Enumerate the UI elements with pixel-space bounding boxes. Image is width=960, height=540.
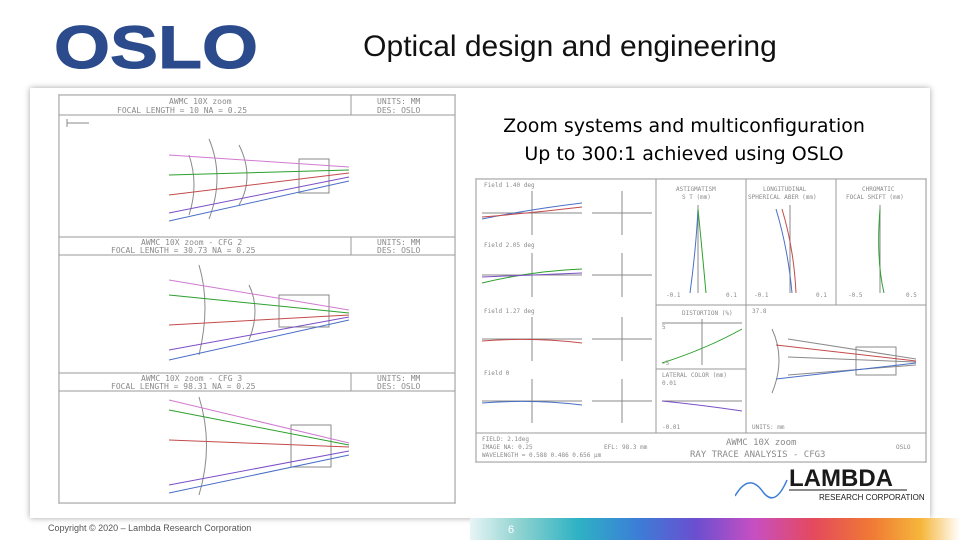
distortion-title: DISTORTION (%): [682, 310, 733, 317]
wave-icon: [735, 479, 788, 499]
dist-min-tick: -5: [662, 360, 670, 367]
analysis-subtitle: RAY TRACE ANALYSIS - CFG3: [690, 450, 825, 460]
analysis-brand: OSLO: [896, 444, 911, 451]
field-label-2: Field 2.05 deg: [484, 242, 535, 249]
footer-gradient-bar: [470, 518, 960, 540]
sph-max-tick: 0.1: [816, 292, 827, 299]
na-info: IMAGE NA: 0.25: [482, 444, 533, 451]
config-2-des: DES: OSLO: [377, 246, 421, 255]
config-1: AWMC 10X zoom FOCAL LENGTH = 10 NA = 0.2…: [58, 94, 456, 238]
caption-line-1: Zoom systems and multiconfiguration: [503, 115, 865, 137]
astig-min-tick: -0.1: [666, 292, 681, 299]
dist-max-tick: 5: [662, 324, 666, 331]
config-1-focal: FOCAL LENGTH = 10 NA = 0.25: [117, 106, 247, 115]
content-card: AWMC 10X zoom FOCAL LENGTH = 10 NA = 0.2…: [30, 88, 930, 518]
wavelength-info: WAVELENGTH = 0.588 0.486 0.656 µm: [482, 452, 602, 459]
config-1-units: UNITS: MM: [377, 97, 421, 106]
ray-fan-plots: Field 1.40 deg Field 2.05 deg Field 1.27…: [481, 182, 652, 423]
sph-min-tick: -0.1: [754, 292, 769, 299]
field-info: FIELD: 2.1deg: [482, 436, 529, 443]
lat-top-tick: 0.01: [662, 380, 677, 387]
lat-bottom-tick: -0.01: [662, 424, 680, 431]
config-3-des: DES: OSLO: [377, 382, 421, 391]
ray-trace-analysis: Field 1.40 deg Field 2.05 deg Field 1.27…: [475, 178, 927, 463]
lambda-name: LAMBDA: [789, 465, 893, 492]
chrom-min-tick: -0.5: [848, 292, 863, 299]
config-3-focal: FOCAL LENGTH = 98.31 NA = 0.25: [111, 382, 256, 391]
config-2: AWMC 10X zoom - CFG 2 FOCAL LENGTH = 30.…: [58, 236, 456, 374]
config-1-des: DES: OSLO: [377, 106, 421, 115]
spherical-title: SPHERICAL ABER (mm): [748, 194, 817, 201]
field-label-3: Field 1.27 deg: [484, 308, 535, 315]
efl-info: EFL: 98.3 mm: [604, 444, 648, 451]
astigmatism-units: S T (mm): [682, 194, 711, 201]
chromatic-title: CHROMATIC: [862, 186, 895, 193]
field-label-4: Field 0: [484, 370, 510, 377]
config-2-units: UNITS: MM: [377, 238, 421, 247]
focal-shift-title: FOCAL SHIFT (mm): [846, 194, 904, 201]
config-2-focal: FOCAL LENGTH = 30.73 NA = 0.25: [111, 246, 256, 255]
slide-title: Optical design and engineering: [363, 30, 777, 63]
oslo-logo-text: OSLO: [54, 18, 258, 74]
analysis-title: AWMC 10X zoom: [726, 438, 796, 448]
caption-line-2: Up to 300:1 achieved using OSLO: [524, 143, 844, 165]
longitudinal-title: LONGITUDINAL: [763, 186, 807, 193]
lambda-research-logo: LAMBDA RESEARCH CORPORATION: [735, 465, 925, 502]
oslo-logo: OSLO: [54, 18, 258, 74]
units-label: UNITS: mm: [752, 424, 785, 431]
field-label-1: Field 1.40 deg: [484, 182, 535, 189]
config-3: AWMC 10X zoom - CFG 3 FOCAL LENGTH = 98.…: [58, 372, 456, 504]
config-3-title: AWMC 10X zoom - CFG 3: [141, 374, 242, 383]
page-number: 6: [508, 524, 515, 536]
config-2-title: AWMC 10X zoom - CFG 2: [141, 238, 242, 247]
lateral-color-title: LATERAL COLOR (mm): [662, 372, 727, 379]
astig-max-tick: 0.1: [726, 292, 737, 299]
aberration-plots: ASTIGMATISM S T (mm) LONGITUDINAL SPHERI…: [661, 186, 917, 431]
lambda-sub: RESEARCH CORPORATION: [819, 493, 925, 502]
config-3-units: UNITS: MM: [377, 374, 421, 383]
copyright-text: Copyright © 2020 – Lambda Research Corpo…: [48, 523, 252, 533]
config-1-title: AWMC 10X zoom: [169, 97, 232, 106]
astigmatism-title: ASTIGMATISM: [676, 186, 716, 193]
scale-label: 37.8: [752, 308, 767, 315]
slide-caption: Zoom systems and multiconfiguration Up t…: [470, 112, 898, 168]
zoom-config-drawing: AWMC 10X zoom FOCAL LENGTH = 10 NA = 0.2…: [58, 94, 456, 504]
chrom-max-tick: 0.5: [906, 292, 917, 299]
